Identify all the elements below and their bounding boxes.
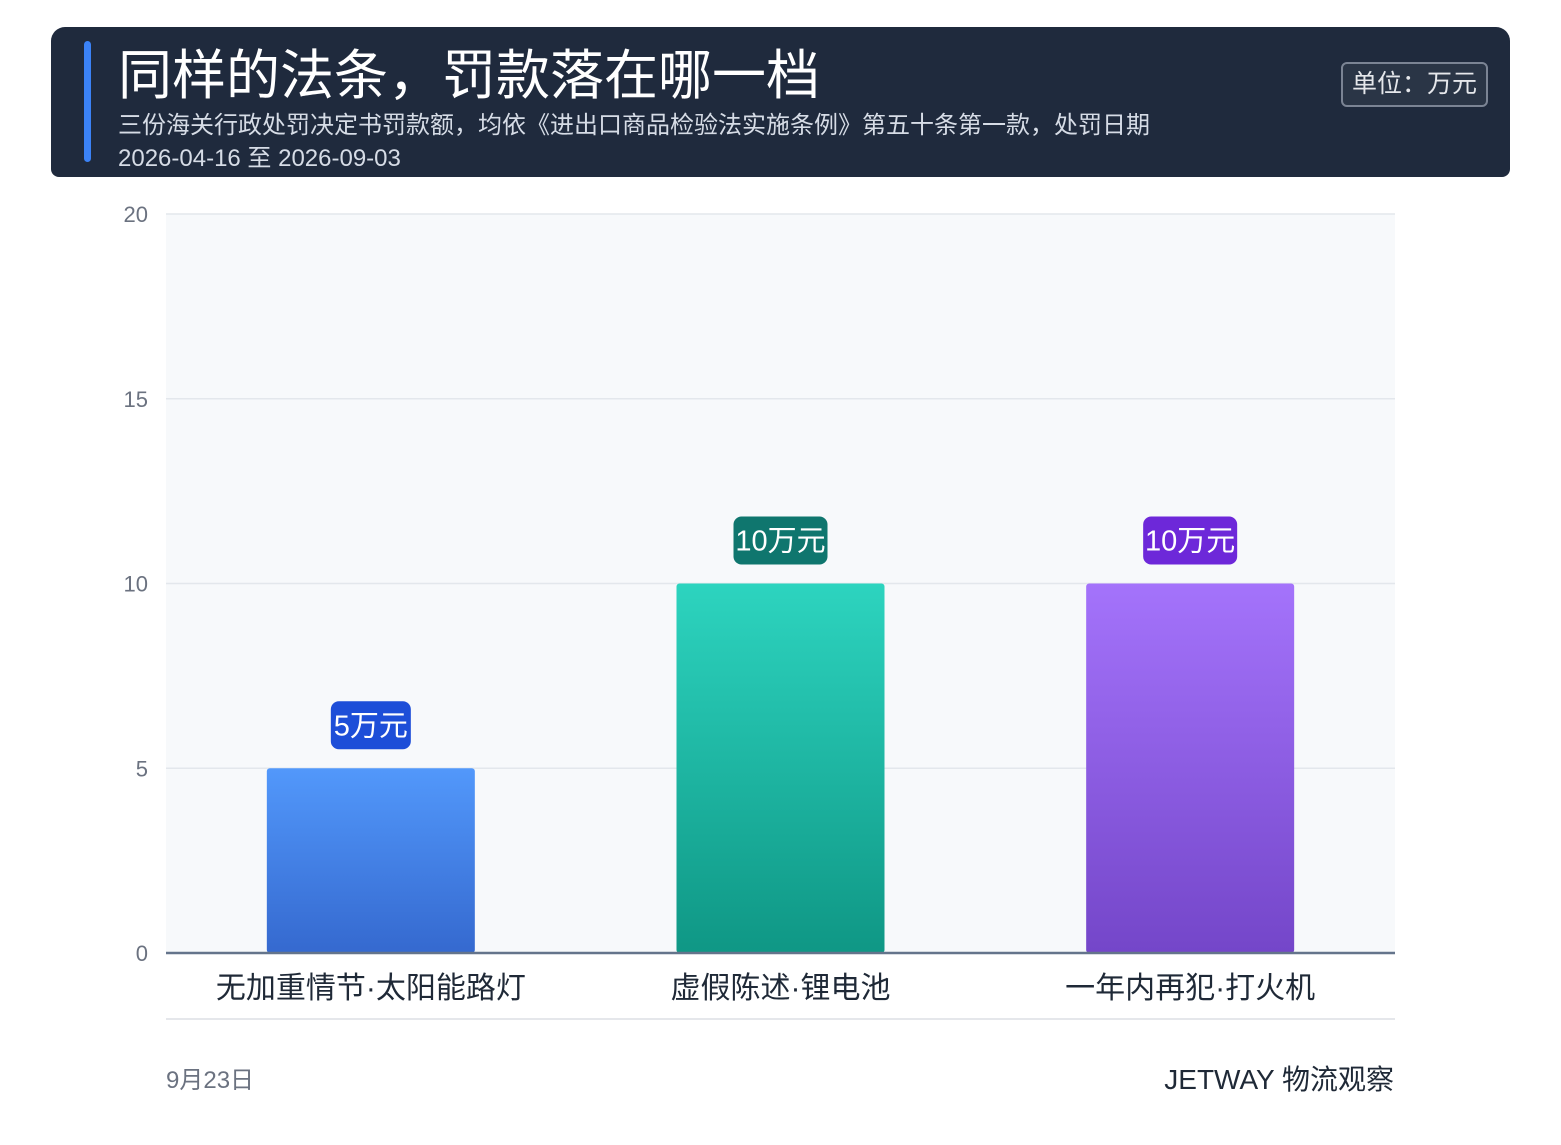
value-badge <box>733 516 828 565</box>
value-label: 10万元 <box>1145 526 1235 558</box>
y-tick-label: 20 <box>124 202 148 227</box>
x-category-label: 虚假陈述·锂电池 <box>671 972 891 1005</box>
value-badge <box>330 701 411 750</box>
y-tick-label: 10 <box>124 572 148 597</box>
value-label: 5万元 <box>334 710 408 742</box>
header-banner: 同样的法条，罚款落在哪一档 三份海关行政处罚决定书罚款额，均依《进出口商品检验法… <box>51 27 1510 177</box>
value-badge <box>1143 516 1238 565</box>
footer-brand: JETWAY 物流观察 <box>1164 1064 1394 1095</box>
unit-badge: 单位：万元 <box>1340 62 1488 107</box>
x-category-label: 无加重情节·太阳能路灯 <box>216 972 526 1005</box>
footer-date: 9月23日 <box>166 1067 255 1094</box>
bar <box>1086 583 1295 953</box>
x-category-label: 一年内再犯·打火机 <box>1065 972 1315 1005</box>
y-tick-label: 0 <box>136 941 148 966</box>
accent-bar <box>84 41 91 162</box>
bar <box>676 583 885 953</box>
chart-subtitle: 三份海关行政处罚决定书罚款额，均依《进出口商品检验法实施条例》第五十条第一款，处… <box>118 112 1150 172</box>
y-tick-label: 15 <box>124 387 148 412</box>
bar <box>266 768 475 953</box>
chart-title: 同样的法条，罚款落在哪一档 <box>118 46 820 106</box>
y-tick-label: 5 <box>136 756 148 781</box>
value-label: 10万元 <box>735 526 825 558</box>
